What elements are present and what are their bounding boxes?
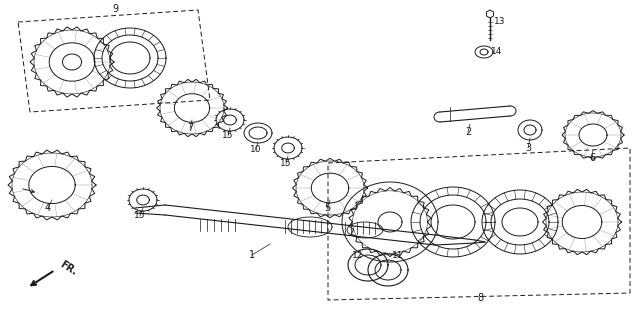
Text: 14: 14 — [492, 47, 502, 57]
Text: 2: 2 — [465, 127, 471, 137]
Text: 10: 10 — [250, 145, 262, 154]
Text: 3: 3 — [525, 143, 531, 153]
Text: 4: 4 — [45, 203, 51, 213]
Text: 5: 5 — [324, 203, 330, 213]
Text: 9: 9 — [112, 4, 118, 14]
Text: 8: 8 — [477, 293, 483, 303]
Text: 6: 6 — [589, 153, 595, 163]
Text: 12: 12 — [352, 252, 364, 261]
Text: 7: 7 — [187, 123, 193, 133]
Text: 13: 13 — [494, 18, 506, 26]
Text: 15: 15 — [222, 132, 234, 140]
Text: FR.: FR. — [58, 259, 79, 277]
Text: 11: 11 — [392, 252, 404, 261]
Text: 1: 1 — [249, 250, 255, 260]
Text: 15: 15 — [280, 160, 292, 169]
Text: 15: 15 — [134, 212, 146, 220]
